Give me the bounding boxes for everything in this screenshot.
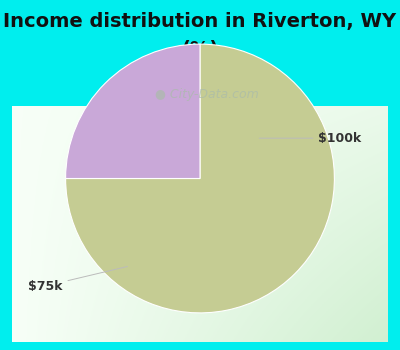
Text: Asian residents: Asian residents [134, 76, 266, 91]
Text: $75k: $75k [28, 266, 128, 293]
Text: Income distribution in Riverton, WY: Income distribution in Riverton, WY [4, 13, 396, 32]
Wedge shape [66, 44, 200, 178]
Text: (%): (%) [181, 40, 219, 60]
Text: ● City-Data.com: ● City-Data.com [155, 88, 258, 101]
Text: $100k: $100k [259, 132, 362, 145]
Wedge shape [66, 44, 334, 313]
